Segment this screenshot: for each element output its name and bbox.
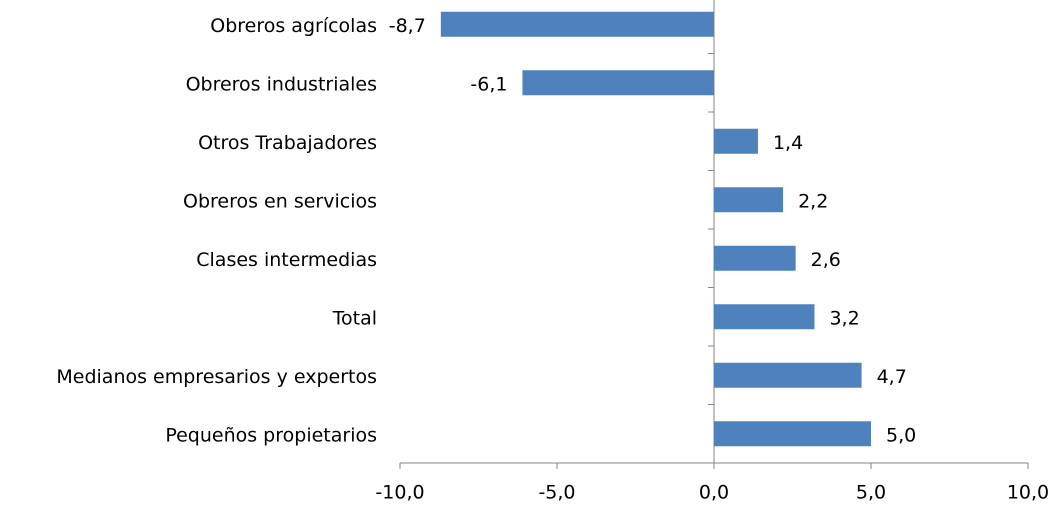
y-tick-label: Medianos empresarios y expertos — [56, 366, 377, 388]
value-label: 2,6 — [811, 249, 841, 271]
bar — [440, 11, 714, 37]
x-tick-label: -10,0 — [375, 482, 424, 504]
bar — [522, 70, 714, 96]
bar — [714, 304, 815, 330]
value-label: 3,2 — [829, 307, 859, 329]
x-tick-label: -5,0 — [538, 482, 575, 504]
y-tick-label: Pequeños propietarios — [165, 424, 377, 446]
bar — [714, 421, 871, 447]
value-label: -8,7 — [389, 15, 426, 37]
value-label: -6,1 — [470, 73, 507, 95]
x-tick-label: 10,0 — [1007, 482, 1049, 504]
y-tick-label: Otros Trabajadores — [198, 132, 377, 154]
y-tick-label: Obreros industriales — [186, 73, 377, 95]
x-tick-label: 0,0 — [699, 482, 729, 504]
y-tick-label: Clases intermedias — [196, 249, 377, 271]
bar — [714, 362, 862, 388]
value-label: 5,0 — [886, 424, 916, 446]
y-tick-label: Obreros agrícolas — [210, 15, 377, 37]
y-tick-label: Total — [332, 307, 377, 329]
value-label: 4,7 — [877, 366, 907, 388]
bar — [714, 187, 784, 213]
value-label: 1,4 — [773, 132, 803, 154]
value-label: 2,2 — [798, 190, 828, 212]
bar — [714, 245, 796, 271]
bar — [714, 128, 758, 154]
y-tick-label: Obreros en servicios — [183, 190, 377, 212]
x-tick-label: 5,0 — [856, 482, 886, 504]
